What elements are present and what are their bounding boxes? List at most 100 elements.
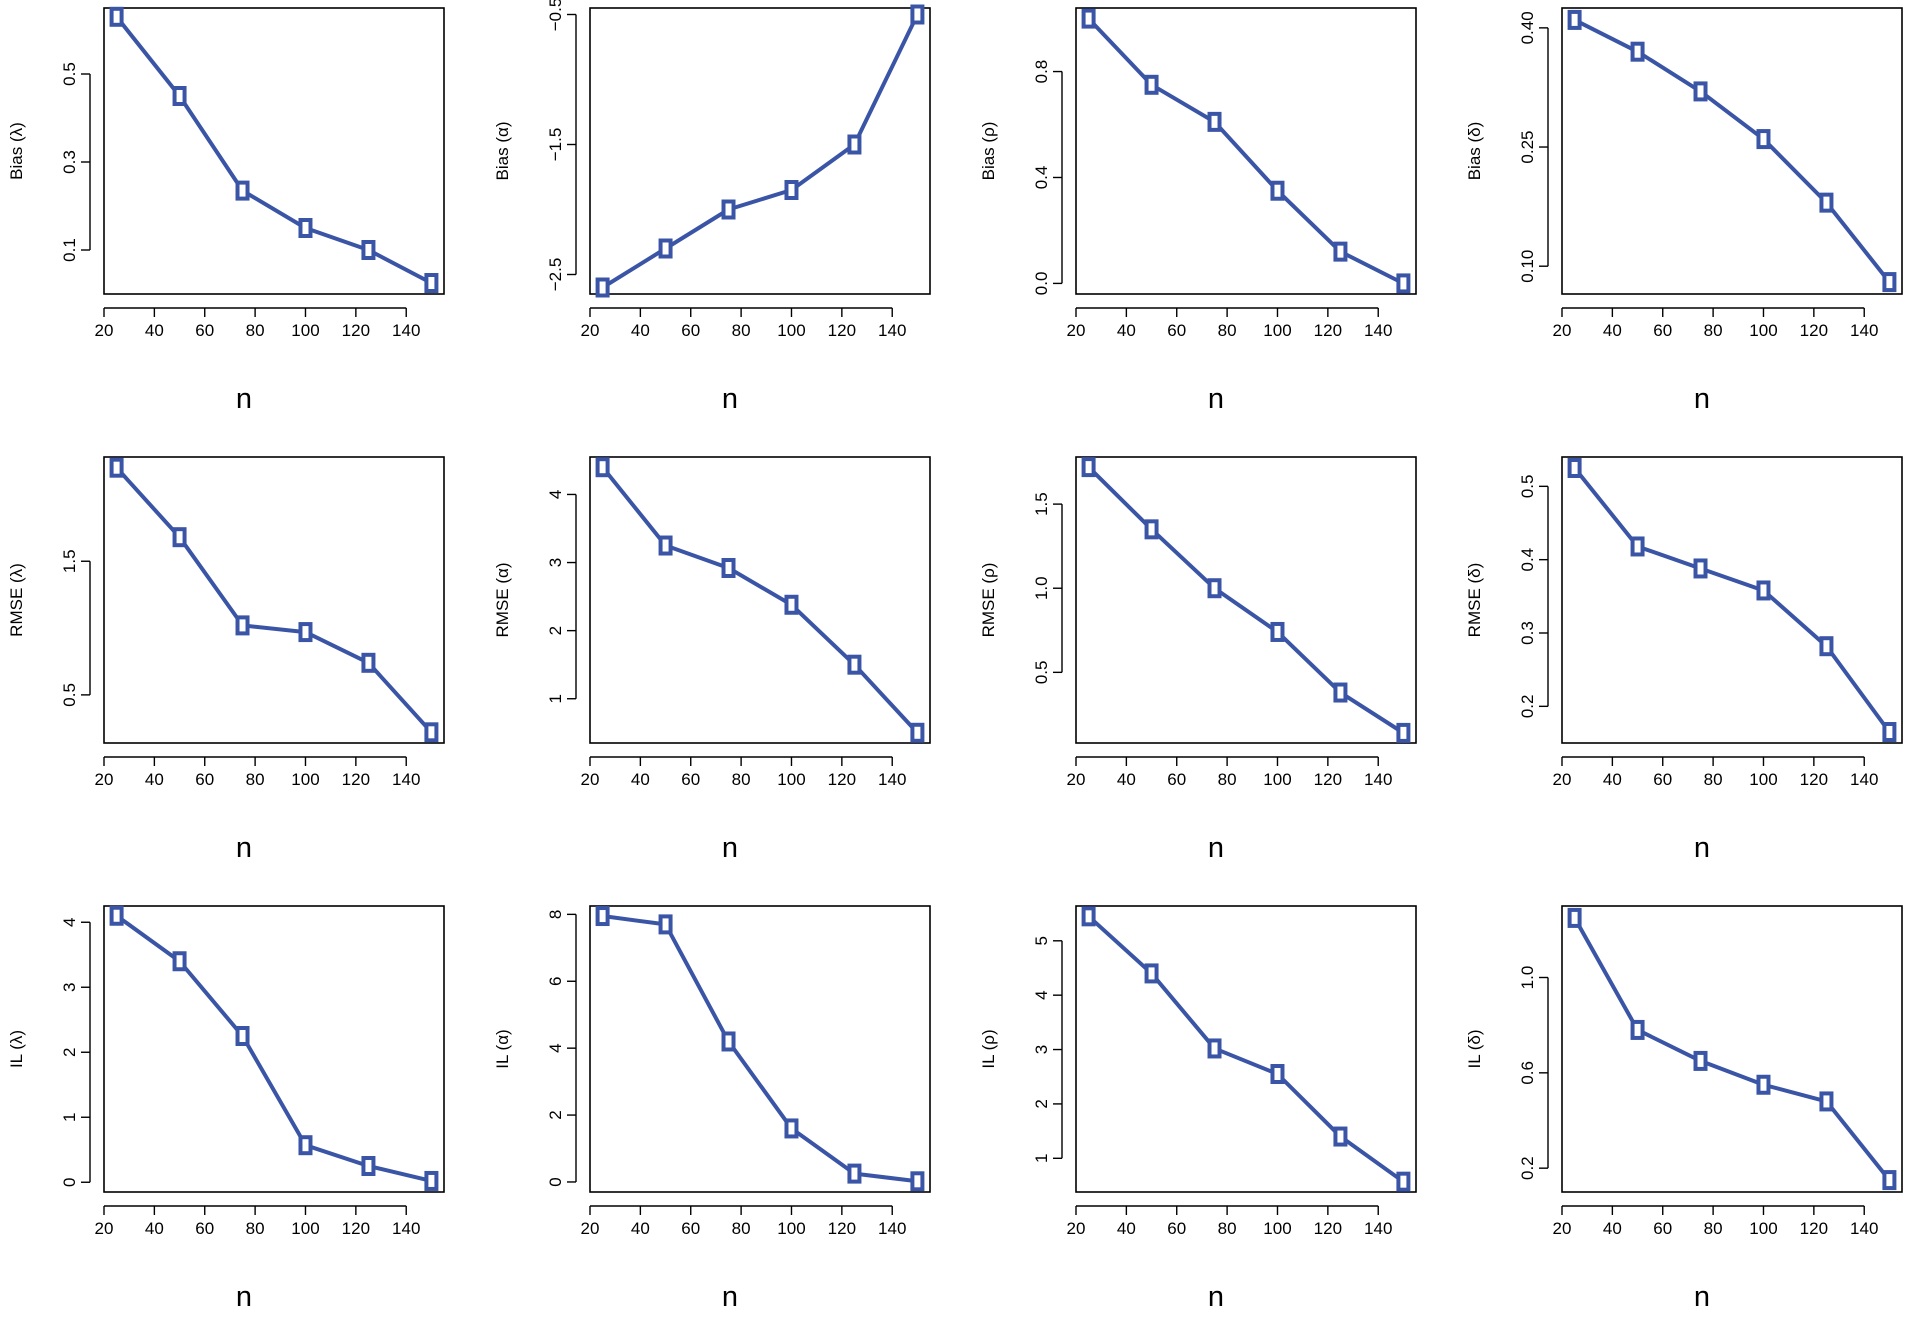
data-point bbox=[658, 914, 673, 935]
x-axis-label: n bbox=[722, 383, 738, 415]
data-point bbox=[1756, 580, 1771, 601]
data-point bbox=[424, 722, 439, 743]
x-tick-label: 120 bbox=[1800, 770, 1828, 789]
x-tick-label: 20 bbox=[1553, 770, 1572, 789]
chart-svg: 20 40 60 80 100 120 140 1 2 3 4 5 IL (ρ) n bbox=[979, 905, 1417, 1313]
x-tick-label: 20 bbox=[1067, 1219, 1086, 1238]
data-point bbox=[1693, 558, 1708, 579]
series-line bbox=[1573, 18, 1891, 284]
x-tick-label: 80 bbox=[1218, 770, 1237, 789]
y-tick-label: 0.3 bbox=[1518, 621, 1537, 645]
x-tick-label: 20 bbox=[95, 321, 114, 340]
plot-frame bbox=[1075, 905, 1417, 1193]
data-point bbox=[1693, 1050, 1708, 1071]
data-point bbox=[1630, 41, 1645, 62]
x-tick-label: 100 bbox=[291, 1219, 319, 1238]
data-point bbox=[847, 134, 862, 155]
x-tick-label: 120 bbox=[1800, 321, 1828, 340]
y-tick-label: 4 bbox=[546, 1043, 565, 1052]
data-point bbox=[1630, 1019, 1645, 1040]
y-tick-label: 0.1 bbox=[60, 238, 79, 262]
x-tick-label: 140 bbox=[392, 321, 420, 340]
y-tick-label: −0.5 bbox=[546, 0, 565, 31]
y-tick-label: 0.5 bbox=[60, 62, 79, 86]
chart-svg: 20 40 60 80 100 120 140 0.2 0.6 1.0 IL (δ) n bbox=[1465, 905, 1903, 1313]
chart-svg: 20 40 60 80 100 120 140 0 1 2 3 4 IL (λ) n bbox=[7, 905, 445, 1313]
data-point bbox=[1270, 1064, 1285, 1085]
plot-frame bbox=[1561, 7, 1903, 295]
data-point bbox=[1567, 9, 1582, 30]
x-tick-label: 20 bbox=[1553, 321, 1572, 340]
data-point bbox=[1756, 129, 1771, 150]
x-tick-label: 20 bbox=[581, 770, 600, 789]
x-tick-label: 120 bbox=[828, 770, 856, 789]
y-tick-label: 6 bbox=[546, 977, 565, 986]
x-tick-label: 120 bbox=[342, 1219, 370, 1238]
chart-svg: 20 40 60 80 100 120 140 0.10 0.25 0.40 Bias (δ) n bbox=[1465, 7, 1903, 415]
data-point bbox=[1882, 1170, 1897, 1191]
data-point bbox=[109, 905, 124, 926]
data-point bbox=[1207, 578, 1222, 599]
data-point bbox=[1144, 519, 1159, 540]
data-point bbox=[361, 1156, 376, 1176]
y-tick-label: 4 bbox=[1032, 990, 1051, 999]
x-tick-label: 100 bbox=[1263, 770, 1291, 789]
x-tick-label: 140 bbox=[878, 1219, 906, 1238]
series-line bbox=[601, 13, 920, 290]
data-point bbox=[595, 277, 610, 298]
x-axis-label: n bbox=[236, 1281, 252, 1313]
data-point bbox=[1144, 74, 1159, 95]
x-tick-label: 80 bbox=[732, 770, 751, 789]
data-point bbox=[235, 615, 250, 636]
data-point bbox=[1207, 111, 1222, 132]
x-tick-label: 120 bbox=[1314, 1219, 1342, 1238]
y-tick-label: 2 bbox=[546, 1110, 565, 1119]
chart-svg: 20 40 60 80 100 120 140 1 2 3 4 RMSE (α) n bbox=[493, 456, 931, 864]
y-tick-label: 2 bbox=[60, 1048, 79, 1057]
plot-frame bbox=[103, 905, 445, 1193]
data-point bbox=[784, 594, 799, 615]
y-tick-label: 0.5 bbox=[1032, 661, 1051, 685]
x-tick-label: 40 bbox=[1603, 770, 1622, 789]
x-tick-label: 140 bbox=[1364, 770, 1392, 789]
plot-frame bbox=[1561, 456, 1903, 744]
x-tick-label: 60 bbox=[195, 1219, 214, 1238]
data-point bbox=[1567, 907, 1582, 928]
y-axis-label: IL (ρ) bbox=[979, 1029, 998, 1068]
x-axis-label: n bbox=[1694, 832, 1710, 864]
data-point bbox=[910, 722, 925, 743]
x-tick-label: 60 bbox=[1653, 770, 1672, 789]
x-tick-label: 120 bbox=[828, 321, 856, 340]
data-point bbox=[361, 240, 376, 260]
data-point bbox=[658, 238, 673, 259]
data-point bbox=[1819, 192, 1834, 213]
y-tick-label: 5 bbox=[1032, 936, 1051, 945]
y-tick-label: 0.3 bbox=[60, 150, 79, 174]
x-tick-label: 40 bbox=[631, 770, 650, 789]
data-point bbox=[1144, 963, 1159, 984]
y-tick-label: 0.8 bbox=[1032, 60, 1051, 84]
y-tick-label: 0.40 bbox=[1518, 11, 1537, 44]
series-line bbox=[115, 914, 432, 1183]
x-tick-label: 140 bbox=[878, 321, 906, 340]
y-axis-label: Bias (ρ) bbox=[979, 122, 998, 181]
x-tick-label: 100 bbox=[1749, 1219, 1777, 1238]
data-point bbox=[1756, 1074, 1771, 1095]
x-tick-label: 40 bbox=[145, 1219, 164, 1238]
data-point bbox=[784, 1118, 799, 1139]
plot-frame bbox=[589, 905, 931, 1193]
x-tick-label: 120 bbox=[1314, 321, 1342, 340]
x-tick-label: 60 bbox=[681, 321, 700, 340]
x-tick-label: 40 bbox=[631, 1219, 650, 1238]
x-tick-label: 100 bbox=[1263, 321, 1291, 340]
data-point bbox=[1270, 621, 1285, 642]
y-tick-label: 0.5 bbox=[60, 683, 79, 707]
y-axis-label: IL (δ) bbox=[1465, 1029, 1484, 1068]
x-tick-label: 40 bbox=[1117, 1219, 1136, 1238]
chart-svg: 20 40 60 80 100 120 140 0 2 4 6 8 IL (α) n bbox=[493, 905, 931, 1313]
x-axis-label: n bbox=[236, 832, 252, 864]
y-axis-label: Bias (λ) bbox=[7, 122, 26, 180]
data-point bbox=[1081, 906, 1096, 927]
y-tick-label: 1.0 bbox=[1518, 966, 1537, 990]
y-axis-label: RMSE (ρ) bbox=[979, 563, 998, 638]
